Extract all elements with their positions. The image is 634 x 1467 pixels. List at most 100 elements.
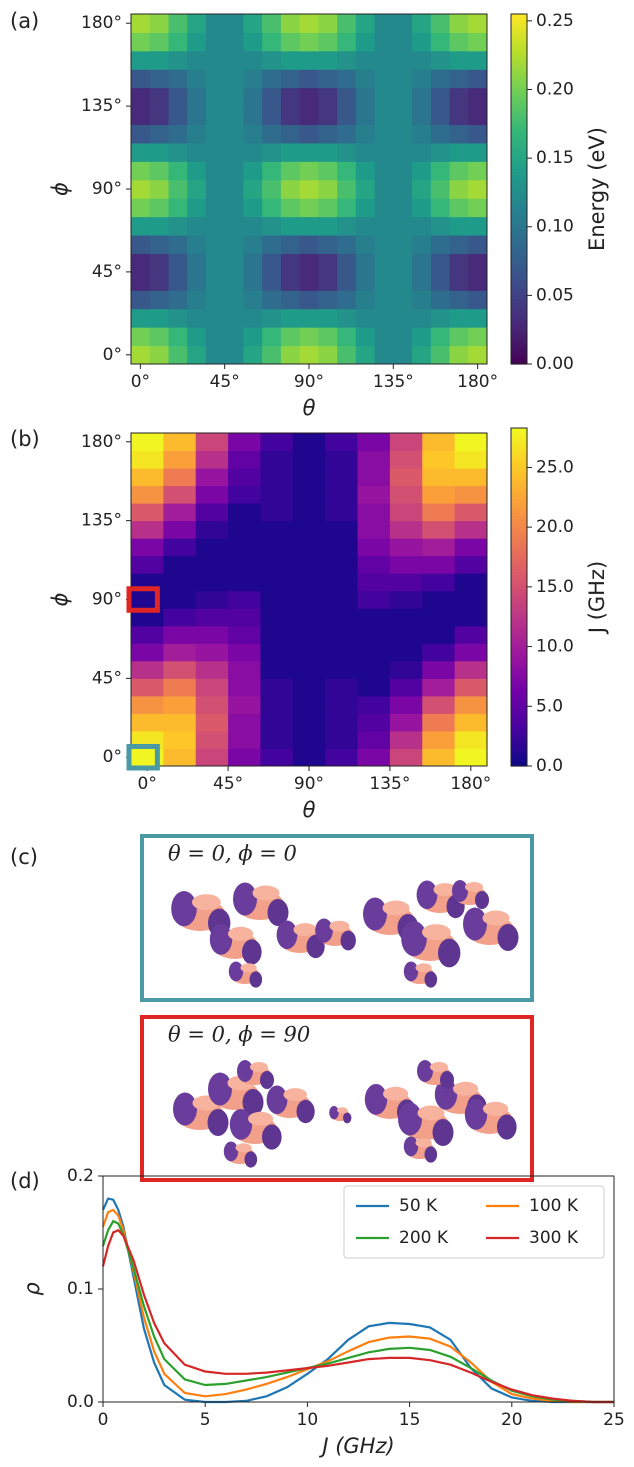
heat-cell — [455, 538, 488, 556]
heat-cell — [431, 180, 450, 199]
heat-cell — [131, 451, 164, 469]
heat-cell — [337, 253, 356, 272]
heat-cell — [168, 272, 187, 291]
heat-cell — [228, 521, 261, 539]
heat-cell — [390, 451, 423, 469]
heat-cell — [293, 661, 326, 679]
heat-cell — [356, 346, 375, 365]
heat-cell — [131, 643, 164, 661]
heat-cell — [281, 272, 300, 291]
heat-cell — [325, 573, 358, 591]
heat-cell — [131, 69, 150, 88]
heat-cell — [281, 327, 300, 346]
heat-cell — [325, 731, 358, 749]
heat-cell — [243, 14, 262, 33]
heat-cell — [325, 433, 358, 451]
heat-cell — [325, 503, 358, 521]
molecule — [173, 1060, 517, 1168]
heat-cell — [450, 106, 469, 125]
heat-cell — [358, 556, 391, 574]
heat-cell — [281, 69, 300, 88]
heat-cell — [281, 51, 300, 70]
heat-cell — [196, 661, 229, 679]
heat-cell — [318, 309, 337, 328]
heat-cell — [375, 253, 394, 272]
heat-cell — [422, 608, 455, 626]
heat-cell — [356, 198, 375, 217]
heat-cell — [168, 327, 187, 346]
heat-cell — [196, 433, 229, 451]
heat-cell — [150, 253, 169, 272]
heat-cell — [375, 161, 394, 180]
heat-cell — [455, 451, 488, 469]
heat-cell — [422, 678, 455, 696]
heat-cell — [243, 272, 262, 291]
heat-cell — [393, 235, 412, 254]
heat-cell — [450, 217, 469, 236]
heat-cell — [168, 290, 187, 309]
heat-cell — [412, 125, 431, 144]
heat-cell — [293, 748, 326, 766]
heat-cell — [393, 14, 412, 33]
heat-cell — [325, 451, 358, 469]
figure: (a) (b) (c) (d) θ = 0, ϕ = 0 θ = 0, ϕ = … — [0, 0, 634, 1467]
heat-cell — [422, 748, 455, 766]
heat-cell — [468, 253, 487, 272]
heat-cell — [293, 556, 326, 574]
heat-cell — [168, 106, 187, 125]
x-axis-label: θ — [303, 798, 316, 822]
heat-cell — [375, 180, 394, 199]
heat-cell — [131, 626, 164, 644]
heat-cell — [358, 503, 391, 521]
heat-cell — [450, 32, 469, 51]
heat-cell — [150, 327, 169, 346]
heat-cell — [450, 51, 469, 70]
heat-cell — [318, 198, 337, 217]
heat-cell — [150, 125, 169, 144]
heat-cell — [260, 433, 293, 451]
heat-cell — [325, 713, 358, 731]
heat-cell — [375, 106, 394, 125]
heat-cell — [228, 696, 261, 714]
x-axis-label: θ — [303, 396, 316, 420]
x-tick-label: 180° — [450, 774, 491, 794]
heat-cell — [390, 608, 423, 626]
heat-cell — [225, 217, 244, 236]
heat-cell — [393, 309, 412, 328]
heat-cell — [225, 253, 244, 272]
heat-cell — [422, 661, 455, 679]
heat-cell — [468, 346, 487, 365]
panel-caption: θ = 0, ϕ = 0 — [168, 842, 297, 866]
x-tick-label: 90° — [294, 774, 324, 794]
colorbar-tick-label: 0.0 — [536, 756, 563, 776]
heat-cell — [168, 309, 187, 328]
heat-cell — [281, 309, 300, 328]
heat-cell — [318, 106, 337, 125]
heat-cell — [450, 253, 469, 272]
heat-cell — [431, 51, 450, 70]
heat-cell — [412, 69, 431, 88]
heat-cell — [131, 143, 150, 162]
heat-cell — [163, 573, 196, 591]
heat-cell — [281, 217, 300, 236]
heat-cell — [358, 661, 391, 679]
y-tick-label: 45° — [92, 668, 122, 688]
heat-cell — [228, 591, 261, 609]
heat-cell — [468, 180, 487, 199]
y-tick-label: 45° — [92, 262, 122, 282]
heat-cell — [375, 143, 394, 162]
colorbar-tick-label: 0.05 — [536, 285, 574, 305]
heat-cell — [390, 626, 423, 644]
heat-cell — [206, 69, 225, 88]
heat-cell — [318, 180, 337, 199]
heat-cell — [163, 678, 196, 696]
heat-cell — [206, 106, 225, 125]
heat-cell — [375, 327, 394, 346]
heat-cell — [293, 521, 326, 539]
heat-cell — [356, 69, 375, 88]
heat-cell — [131, 346, 150, 365]
heat-cell — [468, 290, 487, 309]
heat-cell — [422, 451, 455, 469]
heat-cell — [243, 143, 262, 162]
heat-cell — [325, 678, 358, 696]
